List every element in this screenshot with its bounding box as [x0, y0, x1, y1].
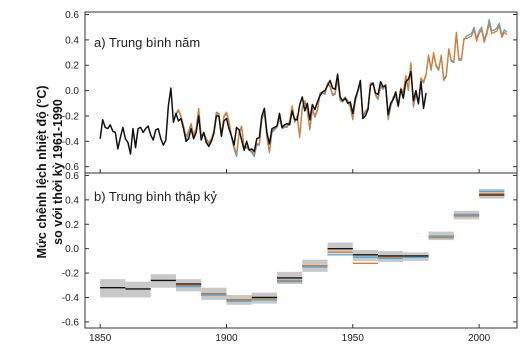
- y-axis-title: Mức chênh lệch nhiệt độ (°C) so với thời…: [35, 85, 65, 258]
- y-tick-label: -0.4: [62, 293, 80, 304]
- x-tick-label: 1900: [215, 333, 238, 344]
- y-tick-label: 0.4: [65, 195, 79, 206]
- series-line-black: [99, 70, 427, 155]
- y-tick-label: 0.2: [65, 61, 79, 72]
- y-tick-label: 0.0: [65, 86, 79, 97]
- panel-decadal-frame: [84, 172, 518, 329]
- panel-decadal-title: b) Trung bình thập kỷ: [94, 189, 217, 204]
- y-tick-label: -0.2: [62, 111, 80, 122]
- panel-decadal: b) Trung bình thập kỷ -0.6 -0.4 -0.2 0.0 0.2…: [62, 171, 518, 329]
- x-axis: 1850 1900 1950 2000: [89, 169, 491, 344]
- y-tick-label: -0.6: [62, 162, 80, 173]
- series-line-orange: [175, 22, 508, 155]
- x-tick-label: 1950: [342, 333, 365, 344]
- y-tick-label: 0.4: [65, 35, 79, 46]
- y-tick-label: 0.2: [65, 220, 79, 231]
- y-tick-label: 0.0: [65, 244, 79, 255]
- panel-annual: a) Trung bình năm -0.6 -0.4 -0.2 0.0 0.2 0.4 0…: [62, 10, 518, 174]
- y-tick-label: -0.6: [62, 317, 80, 328]
- y-axis-title-line-1: Mức chênh lệch nhiệt độ (°C): [35, 85, 49, 258]
- y-tick-label: -0.4: [62, 137, 80, 148]
- y-axis-title-line-2: so với thời kỳ 1961-1990: [51, 99, 65, 245]
- y-tick-label: 0.6: [65, 171, 79, 182]
- panel-annual-title: a) Trung bình năm: [94, 35, 200, 50]
- x-tick-label: 2000: [468, 333, 491, 344]
- y-tick-label: -0.2: [62, 269, 80, 280]
- x-tick-label: 1850: [89, 333, 112, 344]
- y-tick-label: 0.6: [65, 10, 79, 21]
